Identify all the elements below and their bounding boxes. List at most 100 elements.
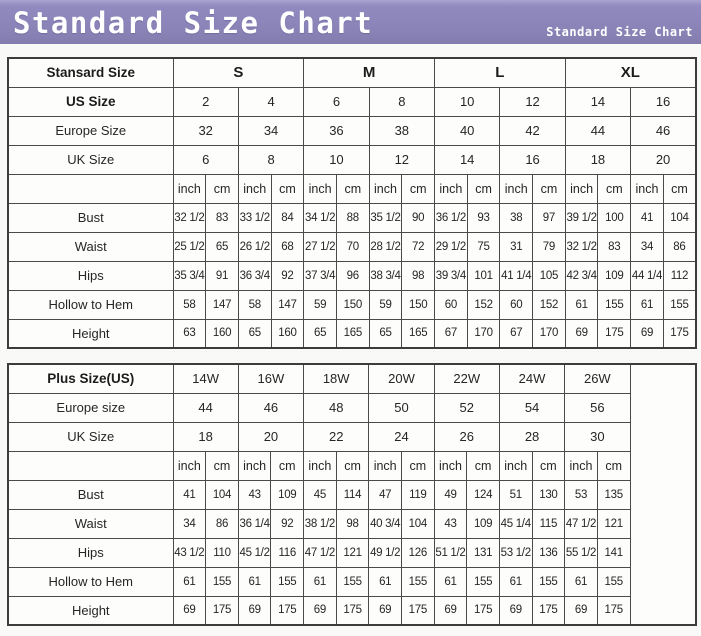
cell: 24 [368, 421, 435, 452]
cell: cm [401, 173, 435, 204]
standard-size-table-row-stansard-size: Stansard Size S M L XL [7, 57, 697, 88]
cell: 114 [335, 479, 370, 510]
cell: 141 [596, 537, 631, 568]
cell: 25 1/2 [172, 231, 207, 262]
cell: 47 [368, 479, 402, 510]
cell: 84 [270, 202, 305, 233]
cell: 116 [270, 537, 305, 568]
cell: 90 [401, 202, 435, 233]
cell: 36 3/4 [237, 260, 272, 291]
cell: 170 [466, 318, 501, 349]
plus-size-table: Plus Size(US) 14W 16W 18W 20W 22W 24W 26W Europe… [7, 363, 697, 626]
cell: 155 [662, 289, 697, 320]
cell: 69 [172, 595, 207, 626]
cell: 83 [205, 202, 239, 233]
cell: 49 [433, 479, 468, 510]
cell: inch [499, 173, 534, 204]
row-label: Europe Size [7, 115, 174, 146]
cell: 32 [172, 115, 239, 146]
cell: 6 [303, 86, 370, 117]
cell: 59 [368, 289, 403, 320]
cell: L [434, 57, 566, 88]
cell: 110 [205, 537, 239, 568]
cell: 16W [237, 363, 305, 394]
cell: 147 [270, 289, 305, 320]
cell: 135 [596, 479, 631, 510]
cell: cm [466, 173, 501, 204]
cell: 105 [532, 260, 566, 291]
cell: 147 [205, 289, 239, 320]
cell: 61 [498, 566, 533, 597]
cell: 93 [466, 202, 501, 233]
cell: 65 [303, 318, 337, 349]
cell: 100 [597, 202, 632, 233]
cell: 150 [335, 289, 370, 320]
title-bar: Standard Size Chart Standard Size Chart [0, 0, 701, 44]
cell: 65 [205, 231, 239, 262]
row-label: Plus Size(US) [7, 363, 174, 394]
row-label: Hips [7, 260, 174, 291]
cell: 96 [335, 260, 370, 291]
cell: 18 [172, 421, 239, 452]
cell: 26W [564, 363, 631, 394]
cell: 124 [466, 479, 500, 510]
cell: 22 [303, 421, 370, 452]
cell: 4 [237, 86, 305, 117]
cell: 175 [596, 595, 631, 626]
cell: 155 [270, 566, 305, 597]
standard-size-table-row-europe-size: Europe Size 32 34 36 38 40 42 44 46 [7, 115, 697, 146]
cell: 72 [401, 231, 435, 262]
cell: 51 [498, 479, 533, 510]
cell: 42 3/4 [564, 260, 599, 291]
cell: cm [270, 450, 305, 481]
cell: inch [433, 450, 468, 481]
cell: 42 [499, 115, 566, 146]
cell: 43 [433, 508, 468, 539]
cell: 37 3/4 [303, 260, 337, 291]
cell: inch [303, 173, 337, 204]
cell: 67 [434, 318, 468, 349]
cell: 43 1/2 [172, 537, 207, 568]
cell: 61 [564, 566, 598, 597]
cell: 121 [335, 537, 370, 568]
cell: 70 [335, 231, 370, 262]
standard-size-table-row-hollow-to-hem: Hollow to Hem 58 147 58 147 59 150 59 150 60 152 60… [7, 289, 697, 320]
row-label: Waist [7, 231, 174, 262]
cell: 47 1/2 [303, 537, 337, 568]
plus-size-table-row-units: inch cm inch cm inch cm inch cm inch cm inch cm inch… [7, 450, 696, 481]
cell: 43 [237, 479, 272, 510]
cell: 34 1/2 [303, 202, 337, 233]
cell: 165 [335, 318, 370, 349]
cell: 39 1/2 [564, 202, 599, 233]
cell: 8 [368, 86, 436, 117]
cell: 16 [630, 86, 697, 117]
cell: inch [630, 173, 664, 204]
cell: 67 [499, 318, 534, 349]
cell: 20 [630, 144, 697, 175]
cell: 155 [400, 566, 435, 597]
cell: cm [531, 450, 566, 481]
cell: cm [270, 173, 305, 204]
cell: S [172, 57, 305, 88]
cell: 51 1/2 [433, 537, 468, 568]
cell: 175 [466, 595, 500, 626]
cell: 55 1/2 [564, 537, 598, 568]
cell: 58 [237, 289, 272, 320]
cell: 92 [270, 260, 305, 291]
cell: 155 [205, 566, 239, 597]
cell: 104 [662, 202, 697, 233]
cell: 54 [498, 392, 566, 423]
cell: 83 [597, 231, 632, 262]
cell: inch [172, 450, 207, 481]
cell: 14 [564, 86, 632, 117]
cell: 41 1/4 [499, 260, 534, 291]
cell: 30 [564, 421, 631, 452]
cell: 20W [368, 363, 435, 394]
cell: 69 [498, 595, 533, 626]
cell: inch [434, 173, 468, 204]
row-label [7, 450, 174, 481]
cell: cm [335, 450, 370, 481]
cell: 44 [172, 392, 239, 423]
cell: 131 [466, 537, 500, 568]
cell: 130 [531, 479, 566, 510]
